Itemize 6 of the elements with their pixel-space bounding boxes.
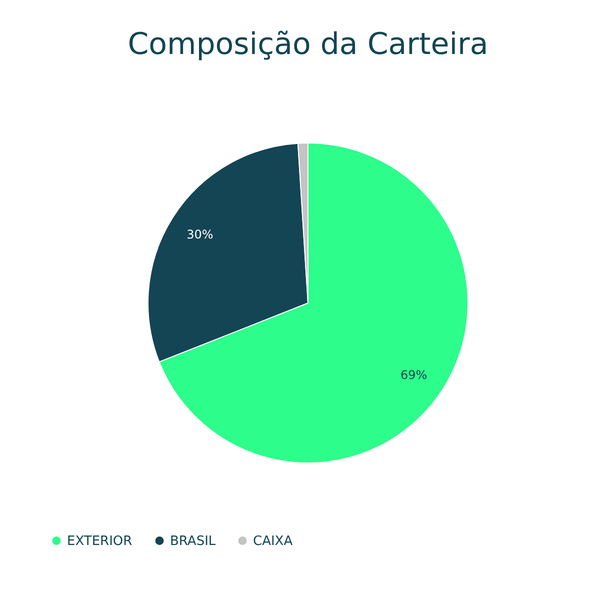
legend-label: CAIXA xyxy=(253,534,293,549)
legend-label: EXTERIOR xyxy=(67,534,132,549)
chart-title: Composição da Carteira xyxy=(128,27,488,62)
legend-label: BRASIL xyxy=(170,534,216,549)
data-label: 69% xyxy=(400,368,428,382)
data-label: 30% xyxy=(186,227,214,242)
